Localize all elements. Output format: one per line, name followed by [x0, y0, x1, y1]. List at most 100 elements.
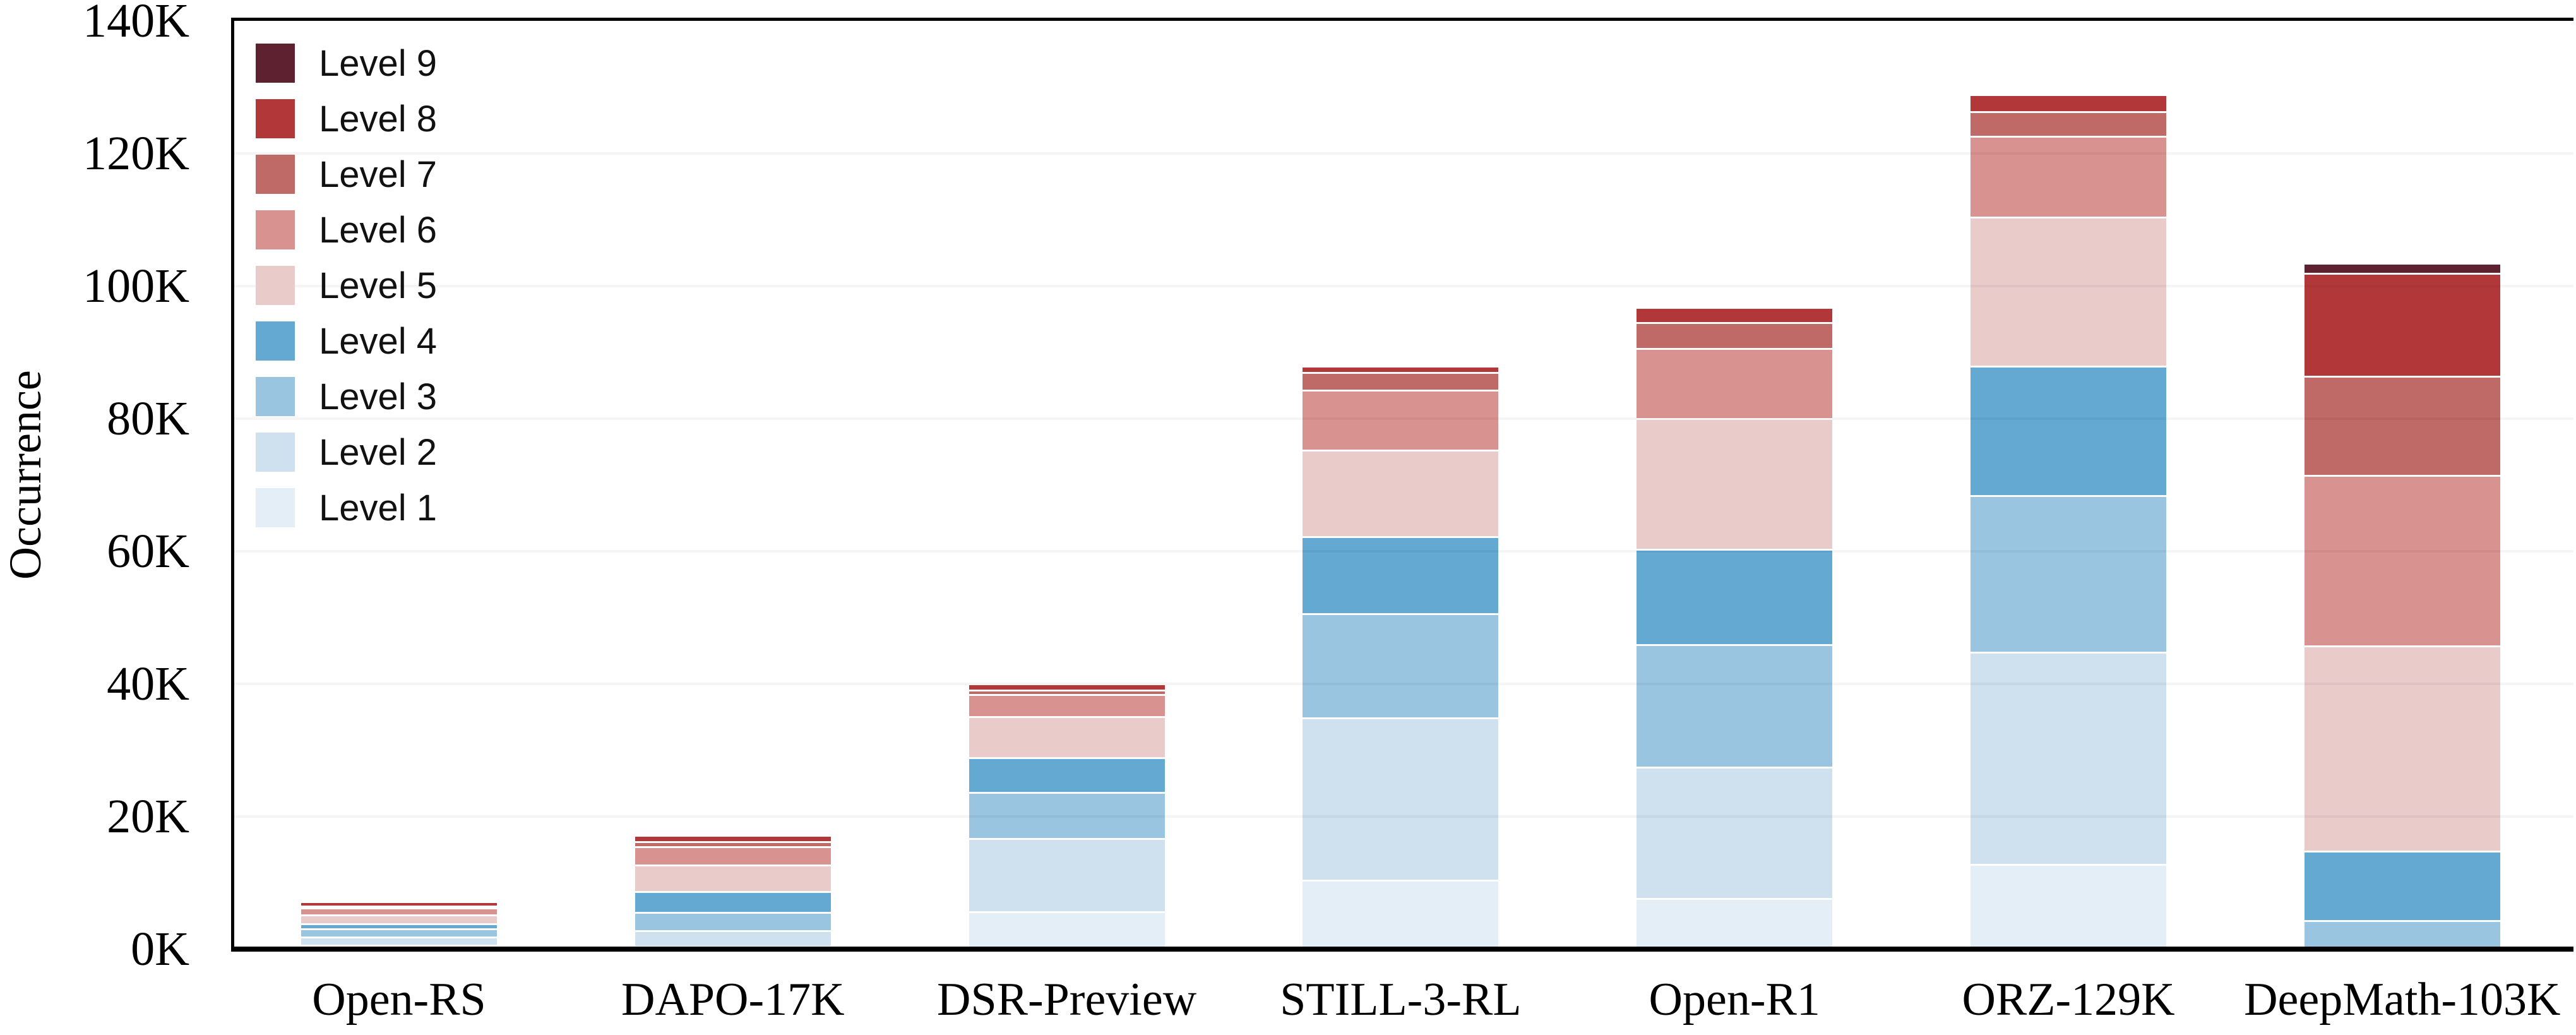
bar-segment-separator	[1637, 549, 1833, 551]
legend-label-level-8: Level 8	[319, 99, 438, 140]
bar-still-3-rl-level-2	[1303, 718, 1499, 881]
bar-deepmath-103k-level-4	[2304, 851, 2500, 921]
bar-dapo-17k-level-3	[635, 912, 831, 931]
bar-segment-separator	[301, 905, 497, 907]
bar-open-rs-level-8	[301, 902, 497, 907]
x-tick-label-dsr-preview: DSR-Preview	[937, 974, 1197, 1026]
bar-open-rs-level-7	[301, 906, 497, 909]
bar-open-r1-level-1	[1637, 899, 1833, 949]
bar-segment-separator	[2304, 851, 2500, 853]
bar-deepmath-103k-level-8	[2304, 273, 2500, 377]
bar-dsr-preview-level-5	[969, 717, 1165, 758]
gridline-20k	[232, 815, 2573, 818]
bar-segment-separator	[1637, 897, 1833, 900]
bar-dapo-17k-level-2	[635, 931, 831, 947]
bar-dapo-17k-level-7	[635, 842, 831, 847]
bar-segment-separator	[969, 791, 1165, 794]
y-axis-line	[231, 18, 234, 952]
bar-dapo-17k-level-6	[635, 847, 831, 866]
legend-swatch-level-8	[256, 99, 295, 138]
bar-segment-separator	[969, 694, 1165, 697]
bar-segment-separator	[635, 864, 831, 867]
bar-dsr-preview-level-6	[969, 695, 1165, 717]
bar-open-r1-level-3	[1637, 645, 1833, 768]
x-tick-label-still-3-rl: STILL-3-RL	[1280, 974, 1522, 1026]
bar-segment-separator	[969, 690, 1165, 691]
legend-swatch-level-2	[256, 433, 295, 472]
y-tick-label: 100K	[83, 260, 189, 313]
legend-swatch-level-4	[256, 321, 295, 361]
bar-open-rs-level-6	[301, 908, 497, 916]
legend-label-level-4: Level 4	[319, 321, 438, 362]
bar-segment-separator	[969, 911, 1165, 913]
gridline-40k	[232, 683, 2573, 685]
legend-label-level-6: Level 6	[319, 210, 438, 251]
bar-deepmath-103k-level-9	[2304, 265, 2500, 274]
bar-segment-separator	[301, 945, 497, 947]
bar-segment-separator	[2304, 376, 2500, 378]
legend-label-level-9: Level 9	[319, 43, 438, 84]
bar-dapo-17k-level-5	[635, 865, 831, 892]
legend-label-level-2: Level 2	[319, 432, 438, 473]
x-tick-label-deepmath-103k: DeepMath-103K	[2244, 974, 2561, 1026]
bar-dsr-preview-level-7	[969, 690, 1165, 695]
legend-swatch-level-6	[256, 210, 295, 249]
bar-dsr-preview-level-3	[969, 793, 1165, 839]
bar-still-3-rl-level-4	[1303, 537, 1499, 614]
bar-segment-separator	[1303, 880, 1499, 882]
bar-still-3-rl-level-5	[1303, 450, 1499, 537]
bar-segment-separator	[1971, 495, 2166, 498]
bar-segment-separator	[2304, 272, 2500, 275]
plot-border-top	[231, 18, 2573, 21]
bar-open-rs-level-5	[301, 915, 497, 924]
bar-segment-separator	[2304, 920, 2500, 923]
bar-segment-separator	[1303, 613, 1499, 616]
legend-label-level-7: Level 7	[319, 154, 438, 195]
y-tick-label: 0K	[131, 923, 189, 976]
bar-segment-separator	[635, 930, 831, 933]
x-tick-label-dapo-17k: DAPO-17K	[621, 974, 845, 1026]
bar-orz-129k-level-6	[1971, 136, 2166, 218]
bar-segment-separator	[1637, 322, 1833, 325]
bar-orz-129k-level-8	[1971, 95, 2166, 112]
legend-swatch-level-1	[256, 488, 295, 527]
legend-label-level-3: Level 3	[319, 376, 438, 417]
x-tick-label-open-rs: Open-RS	[312, 974, 486, 1026]
bar-segment-separator	[1637, 643, 1833, 646]
legend-label-level-1: Level 1	[319, 488, 438, 529]
legend-swatch-level-9	[256, 44, 295, 83]
gridline-80k	[232, 417, 2573, 420]
legend-swatch-level-5	[256, 266, 295, 305]
y-tick-label: 120K	[83, 127, 189, 180]
bar-still-3-rl-level-8	[1303, 368, 1499, 373]
bar-open-r1-level-8	[1637, 308, 1833, 323]
bar-orz-129k-level-3	[1971, 496, 2166, 653]
bar-segment-separator	[1303, 717, 1499, 720]
gridline-100k	[232, 285, 2573, 287]
bar-segment-separator	[1971, 217, 2166, 219]
bar-orz-129k-level-1	[1971, 864, 2166, 949]
bar-dapo-17k-level-4	[635, 892, 831, 913]
x-axis-line	[231, 947, 2573, 952]
bar-segment-separator	[1303, 372, 1499, 374]
bar-segment-separator	[1303, 449, 1499, 452]
y-tick-label: 140K	[83, 0, 189, 47]
y-tick-label: 80K	[107, 392, 189, 445]
bar-dsr-preview-level-1	[969, 912, 1165, 949]
bar-orz-129k-level-4	[1971, 366, 2166, 496]
bar-segment-separator	[2304, 645, 2500, 647]
x-tick-label-open-r1: Open-R1	[1649, 974, 1820, 1026]
bar-still-3-rl-level-1	[1303, 880, 1499, 949]
bar-segment-separator	[635, 911, 831, 914]
bar-dsr-preview-level-8	[969, 685, 1165, 691]
y-tick-label: 40K	[107, 657, 189, 710]
bar-segment-separator	[635, 841, 831, 844]
bar-still-3-rl-level-3	[1303, 614, 1499, 719]
bar-open-r1-level-6	[1637, 349, 1833, 419]
bar-segment-separator	[969, 716, 1165, 718]
legend-label-level-5: Level 5	[319, 265, 438, 306]
bar-open-r1-level-7	[1637, 323, 1833, 349]
bar-open-r1-level-2	[1637, 767, 1833, 899]
gridline-60k	[232, 550, 2573, 553]
